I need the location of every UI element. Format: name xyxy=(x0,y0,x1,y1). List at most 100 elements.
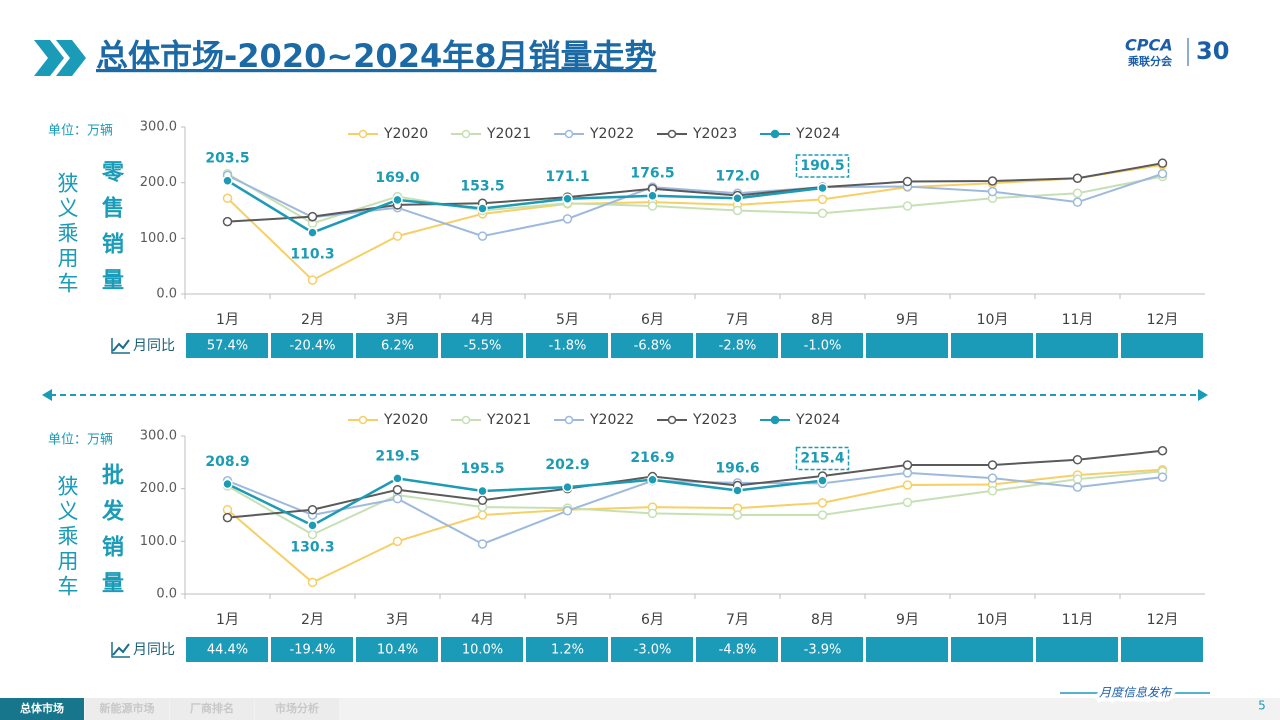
y-tick-label: 100.0 xyxy=(140,534,177,549)
legend-marker xyxy=(564,129,574,139)
x-tick-label: 1月 xyxy=(216,612,239,628)
yoy-value: -1.8% xyxy=(549,339,587,354)
yoy-value: -2.8% xyxy=(719,339,757,354)
data-point xyxy=(1157,169,1168,179)
yoy-value: -5.5% xyxy=(464,339,502,354)
data-point xyxy=(732,205,743,216)
data-point xyxy=(817,498,828,508)
series-line xyxy=(226,468,1163,584)
data-point xyxy=(732,485,743,496)
data-point xyxy=(647,474,658,486)
highlight-box xyxy=(795,446,850,471)
legend-label: Y2021 xyxy=(486,412,531,428)
data-point xyxy=(1072,173,1083,183)
data-point xyxy=(307,529,318,540)
x-tick-label: 2月 xyxy=(301,312,324,328)
y-tick-label: 0.0 xyxy=(156,587,177,602)
legend-marker xyxy=(667,415,677,425)
data-label: 176.5 xyxy=(630,166,674,182)
yoy-cell xyxy=(526,637,608,662)
legend-label: Y2020 xyxy=(383,412,428,428)
yoy-cell xyxy=(441,637,523,662)
legend-label: Y2024 xyxy=(795,412,840,428)
data-point xyxy=(987,186,998,197)
data-point xyxy=(902,480,913,490)
x-tick-label: 7月 xyxy=(726,612,749,628)
series-line xyxy=(227,449,1163,519)
data-point xyxy=(1072,474,1083,484)
data-point xyxy=(902,176,913,187)
data-point xyxy=(562,481,573,493)
chevron xyxy=(34,40,64,76)
yoy-cell xyxy=(526,333,608,358)
yoy-value: -3.9% xyxy=(804,643,842,658)
data-point xyxy=(477,539,488,549)
metric-label: 零售销量 xyxy=(98,160,123,304)
series-line xyxy=(226,163,1163,282)
data-label: 219.5 xyxy=(375,448,419,464)
data-point xyxy=(817,208,828,219)
data-label: 196.6 xyxy=(715,460,759,476)
tab-active xyxy=(0,698,84,720)
yoy-cell xyxy=(441,333,523,358)
x-tick-label: 9月 xyxy=(896,312,919,328)
legend-label: Y2022 xyxy=(589,412,634,428)
x-tick-label: 9月 xyxy=(896,612,919,628)
y-tick-label: 300.0 xyxy=(140,429,177,444)
side-label: 狭义乘用车 xyxy=(55,172,79,297)
data-point xyxy=(222,504,233,515)
data-point xyxy=(477,203,488,214)
x-tick-label: 6月 xyxy=(641,312,664,328)
yoy-cell xyxy=(781,637,863,662)
legend-marker xyxy=(461,129,471,139)
yoy-value: 44.4% xyxy=(207,643,248,658)
data-point xyxy=(222,478,233,490)
x-tick-label: 8月 xyxy=(811,312,834,328)
series-line xyxy=(227,172,1163,238)
data-label: 171.1 xyxy=(545,169,589,185)
highlight-box xyxy=(795,154,850,178)
arrow-head xyxy=(42,389,52,401)
data-point xyxy=(987,460,998,470)
x-tick-label: 5月 xyxy=(556,612,579,628)
series-line xyxy=(226,477,823,527)
data-point xyxy=(1157,472,1168,482)
unit-label: 单位：万辆 xyxy=(48,124,113,139)
yoy-value: 10.0% xyxy=(462,643,503,658)
data-point xyxy=(307,211,318,222)
data-point xyxy=(987,473,998,483)
logo-sub: 乘联分会 xyxy=(1127,54,1173,68)
data-label: 202.9 xyxy=(545,457,589,473)
x-tick-label: 10月 xyxy=(977,612,1009,628)
x-tick-label: 2月 xyxy=(301,612,324,628)
anniversary: 30 xyxy=(1196,37,1229,65)
x-tick-label: 11月 xyxy=(1062,612,1094,628)
legend-label: Y2020 xyxy=(383,126,428,142)
data-point xyxy=(1157,445,1168,456)
legend-label: Y2021 xyxy=(486,126,531,142)
yoy-value: 10.4% xyxy=(377,643,418,658)
yoy-icon-axis xyxy=(111,642,130,658)
yoy-cell xyxy=(271,637,353,662)
data-point xyxy=(902,201,913,211)
x-tick-label: 4月 xyxy=(471,612,494,628)
data-label: 215.4 xyxy=(800,451,845,467)
yoy-cell xyxy=(611,333,693,358)
yoy-cell xyxy=(951,333,1033,358)
data-point xyxy=(1072,197,1083,207)
yoy-cell xyxy=(1036,637,1118,662)
data-point xyxy=(477,495,488,506)
logo: CPCA xyxy=(1125,36,1173,55)
data-point xyxy=(392,536,403,547)
x-tick-label: 1月 xyxy=(216,312,239,328)
data-point xyxy=(987,176,998,186)
page-number: 5 xyxy=(1258,699,1266,713)
yoy-cell xyxy=(866,637,948,662)
data-point xyxy=(817,182,828,194)
data-point xyxy=(1072,454,1083,465)
data-point xyxy=(307,227,318,238)
tab-label: 厂商排名 xyxy=(190,701,234,715)
yoy-cell xyxy=(696,637,778,662)
x-tick-label: 4月 xyxy=(471,312,494,328)
